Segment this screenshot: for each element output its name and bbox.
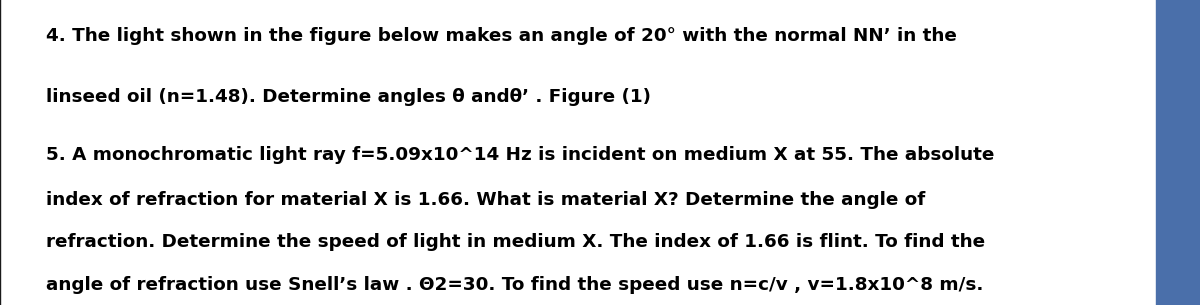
Text: 4. The light shown in the figure below makes an angle of 20° with the normal NN’: 4. The light shown in the figure below m… xyxy=(46,27,956,45)
Text: angle of refraction use Snell’s law . Θ2=30. To find the speed use n=c/v , v=1.8: angle of refraction use Snell’s law . Θ2… xyxy=(46,276,983,294)
Text: linseed oil (n=1.48). Determine angles θ andθ’ . Figure (1): linseed oil (n=1.48). Determine angles θ… xyxy=(46,88,650,106)
Bar xyxy=(1156,0,1200,305)
Text: index of refraction for material X is 1.66. What is material X? Determine the an: index of refraction for material X is 1.… xyxy=(46,191,925,209)
Text: refraction. Determine the speed of light in medium X. The index of 1.66 is flint: refraction. Determine the speed of light… xyxy=(46,233,985,251)
Text: 5. A monochromatic light ray f=5.09x10^14 Hz is incident on medium X at 55. The : 5. A monochromatic light ray f=5.09x10^1… xyxy=(46,146,994,164)
